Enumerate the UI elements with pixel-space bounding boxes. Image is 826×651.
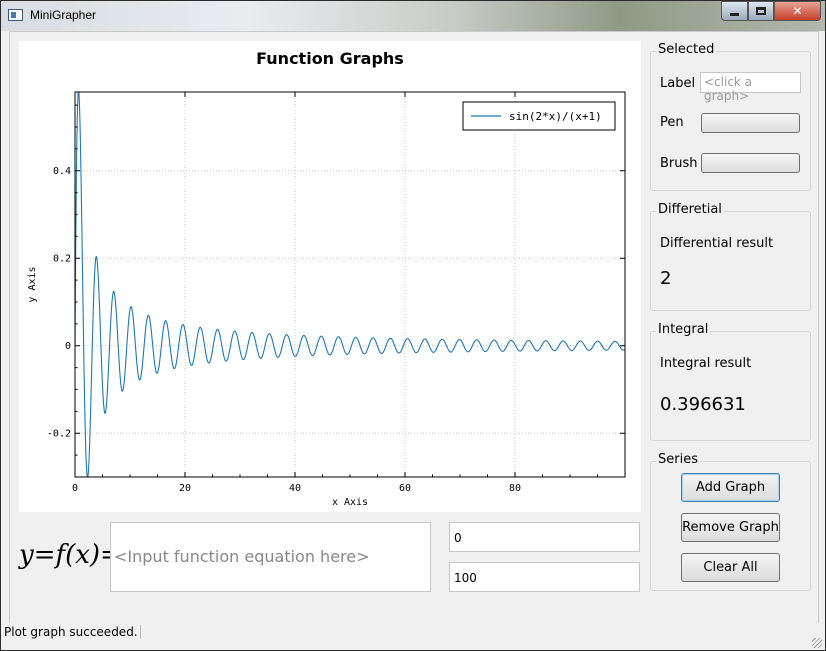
y-tick-label: 0 xyxy=(65,341,71,352)
series-title: Series xyxy=(656,452,700,467)
close-icon: ✕ xyxy=(792,4,803,18)
integral-value: 0.396631 xyxy=(660,394,746,415)
y-tick-label: -0.2 xyxy=(47,428,71,439)
maximize-icon xyxy=(756,7,766,15)
resize-grip-icon[interactable] xyxy=(812,638,822,648)
differential-group: Differential result 2 xyxy=(650,211,811,311)
central-widget: Function Graphs 0 20 40 60 80 -0.2 0 0.2 0.4 x A… xyxy=(9,31,819,643)
integral-caption: Integral result xyxy=(660,356,752,371)
legend[interactable]: sin(2*x)/(x+1) xyxy=(462,101,616,131)
x-axis-label: x Axis xyxy=(332,497,368,508)
window-controls: ✕ xyxy=(721,1,821,21)
function-plot[interactable]: Function Graphs 0 20 40 60 80 -0.2 0 0.2 0.4 x A… xyxy=(19,41,641,512)
integral-group: Integral result 0.396631 xyxy=(650,331,811,441)
pen-caption: Pen xyxy=(660,115,684,130)
close-button[interactable]: ✕ xyxy=(774,1,821,21)
x-tick-label: 20 xyxy=(179,483,191,494)
x-tick-label: 80 xyxy=(509,483,521,494)
differential-title: Differetial xyxy=(656,202,724,217)
clear-all-button[interactable]: Clear All xyxy=(681,553,780,582)
legend-entry: sin(2*x)/(x+1) xyxy=(509,110,602,123)
selected-title: Selected xyxy=(656,42,717,57)
series-group: Add Graph Remove Graph Clear All xyxy=(650,461,811,591)
series-line[interactable] xyxy=(75,90,625,477)
title-bar[interactable]: MiniGrapher ✕ xyxy=(1,1,825,31)
y-axis-label: y Axis xyxy=(27,266,38,302)
formula-label: y=f(x)= xyxy=(19,540,122,570)
curve-layer xyxy=(75,90,625,477)
x-tick-label: 40 xyxy=(289,483,301,494)
add-graph-button[interactable]: Add Graph xyxy=(681,473,780,502)
differential-caption: Differential result xyxy=(660,236,774,251)
label-caption: Label xyxy=(660,76,696,91)
app-icon xyxy=(8,9,23,21)
grid-lines xyxy=(75,92,625,477)
brush-caption: Brush xyxy=(660,156,698,171)
formula-text: y=f(x)= xyxy=(19,540,122,570)
status-message: Plot graph succeeded. xyxy=(3,625,141,639)
plot-title: Function Graphs xyxy=(256,49,404,68)
range-max-input[interactable]: 100 xyxy=(449,562,640,592)
minimize-icon xyxy=(730,12,739,16)
integral-title: Integral xyxy=(656,322,711,337)
x-tick-label: 0 xyxy=(72,483,78,494)
tick-marks: 0 20 40 60 80 -0.2 0 0.2 0.4 xyxy=(47,92,625,494)
y-tick-label: 0.2 xyxy=(53,253,71,264)
pen-button[interactable] xyxy=(701,113,800,133)
maximize-button[interactable] xyxy=(748,1,774,21)
brush-button[interactable] xyxy=(701,153,800,173)
differential-value: 2 xyxy=(660,268,672,289)
selected-group: Label <click a graph> Pen Brush xyxy=(650,51,811,191)
status-bar: Plot graph succeeded. xyxy=(2,623,824,650)
plot-widget[interactable]: Function Graphs 0 20 40 60 80 -0.2 0 0.2 0.4 x A… xyxy=(19,41,641,512)
y-tick-label: 0.4 xyxy=(53,166,71,177)
graph-label-input[interactable]: <click a graph> xyxy=(700,72,801,103)
remove-graph-button[interactable]: Remove Graph xyxy=(681,513,780,542)
x-tick-label: 60 xyxy=(399,483,411,494)
window-title: MiniGrapher xyxy=(30,8,97,22)
equation-input[interactable]: <Input function equation here> xyxy=(110,522,431,592)
range-min-input[interactable]: 0 xyxy=(449,522,640,552)
axis-frame xyxy=(74,91,626,478)
minimize-button[interactable] xyxy=(721,1,748,21)
